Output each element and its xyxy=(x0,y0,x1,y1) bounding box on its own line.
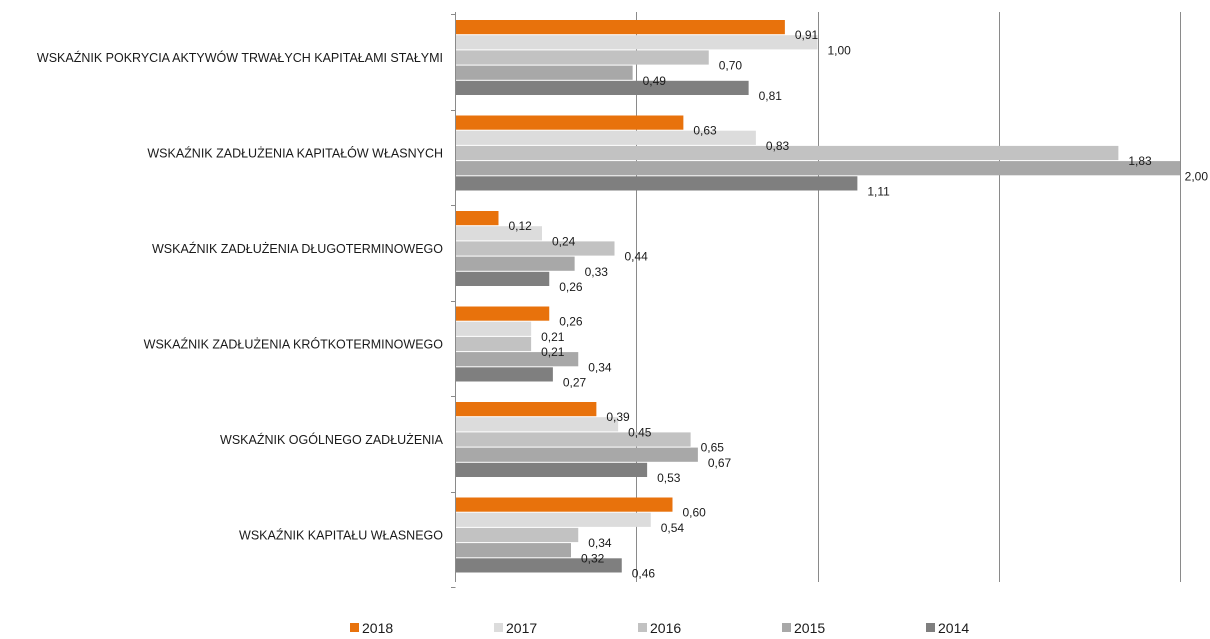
value-label: 0,12 xyxy=(509,219,533,233)
value-label: 1,83 xyxy=(1128,154,1152,168)
value-label: 0,65 xyxy=(701,441,725,455)
value-label: 0,32 xyxy=(581,551,605,565)
bar-2014 xyxy=(456,367,553,382)
bar-2017 xyxy=(456,226,542,241)
legend-swatch xyxy=(350,623,359,632)
bar-2016 xyxy=(456,527,579,543)
value-label: 0,26 xyxy=(559,280,583,294)
legend: 2018 2017 2016 2015 2014 xyxy=(350,620,969,636)
legend-label: 2015 xyxy=(794,620,825,636)
value-label: 0,49 xyxy=(643,74,667,88)
bar-2017 xyxy=(456,417,619,432)
bar-2018 xyxy=(456,211,499,226)
bar-2014 xyxy=(456,80,749,95)
legend-label: 2017 xyxy=(506,620,537,636)
bar-2015 xyxy=(456,543,571,558)
value-label: 1,11 xyxy=(867,185,890,199)
bar-2015 xyxy=(456,352,579,367)
value-label: 0,21 xyxy=(541,330,565,344)
value-labels: 0,91 1,00 0,70 0,49 0,81 0,63 0,83 1,83 2,00 1,11… xyxy=(509,28,1209,580)
bar-2018 xyxy=(456,497,673,512)
bar-2016 xyxy=(456,336,532,352)
bar-2016 xyxy=(456,50,709,65)
bar-2016 xyxy=(456,241,615,256)
bar-2018 xyxy=(456,306,550,321)
value-label: 0,91 xyxy=(795,28,819,42)
bar-2014 xyxy=(456,271,550,286)
value-label: 0,53 xyxy=(657,471,681,485)
bar-2017 xyxy=(456,130,756,145)
value-label: 0,54 xyxy=(661,521,685,535)
value-label: 0,33 xyxy=(585,265,609,279)
value-label: 0,21 xyxy=(541,345,565,359)
bars xyxy=(456,20,1180,573)
legend-swatch xyxy=(926,623,935,632)
value-label: 0,81 xyxy=(759,89,783,103)
value-label: 0,67 xyxy=(708,456,732,470)
value-label: 0,34 xyxy=(588,360,612,374)
legend-swatch xyxy=(782,623,791,632)
bar-2018 xyxy=(456,20,785,35)
category-label: WSKAŹNIK ZADŁUŻENIA KRÓTKOTERMINOWEGO xyxy=(144,337,444,352)
value-label: 0,26 xyxy=(559,315,583,329)
value-label: 0,34 xyxy=(588,536,612,550)
value-label: 0,60 xyxy=(683,506,707,520)
bar-2015 xyxy=(456,256,575,271)
category-label: WSKAŹNIK ZADŁUŻENIA DŁUGOTERMINOWEGO xyxy=(152,241,443,256)
category-labels: WSKAŹNIK POKRYCIA AKTYWÓW TRWAŁYCH KAPIT… xyxy=(37,50,444,543)
legend-item-2016: 2016 xyxy=(638,620,681,636)
value-label: 0,46 xyxy=(632,567,656,581)
legend-item-2018: 2018 xyxy=(350,620,393,636)
bar-2017 xyxy=(456,35,818,50)
value-label: 0,39 xyxy=(606,410,630,424)
category-label: WSKAŹNIK POKRYCIA AKTYWÓW TRWAŁYCH KAPIT… xyxy=(37,50,443,65)
legend-label: 2016 xyxy=(650,620,681,636)
bar-2016 xyxy=(456,432,691,447)
legend-item-2015: 2015 xyxy=(782,620,825,636)
bar-2015 xyxy=(456,65,633,80)
bar-2014 xyxy=(456,176,858,191)
legend-label: 2014 xyxy=(938,620,969,636)
legend-swatch xyxy=(638,623,647,632)
legend-swatch xyxy=(494,623,503,632)
bar-2017 xyxy=(456,321,532,336)
value-label: 0,24 xyxy=(552,234,576,248)
value-label: 2,00 xyxy=(1185,169,1209,183)
value-label: 1,00 xyxy=(828,43,852,57)
bar-2016 xyxy=(456,145,1119,161)
value-label: 0,44 xyxy=(625,250,649,264)
value-label: 0,27 xyxy=(563,376,587,390)
category-label: WSKAŹNIK ZADŁUŻENIA KAPITAŁÓW WŁASNYCH xyxy=(147,146,443,161)
bar-2018 xyxy=(456,402,597,417)
category-label: WSKAŹNIK KAPITAŁU WŁASNEGO xyxy=(239,528,443,543)
legend-item-2014: 2014 xyxy=(926,620,969,636)
bar-2015 xyxy=(456,161,1180,176)
value-label: 0,70 xyxy=(719,59,743,73)
category-label: WSKAŹNIK OGÓLNEGO ZADŁUŻENIA xyxy=(220,432,444,447)
bar-2014 xyxy=(456,558,622,573)
bar-2015 xyxy=(456,447,698,462)
legend-label: 2018 xyxy=(362,620,393,636)
bar-2018 xyxy=(456,115,684,130)
bar-2017 xyxy=(456,512,651,527)
legend-item-2017: 2017 xyxy=(494,620,537,636)
value-label: 0,45 xyxy=(628,425,652,439)
value-label: 0,83 xyxy=(766,139,790,153)
category-axis xyxy=(451,12,456,588)
bar-2014 xyxy=(456,462,648,477)
value-label: 0,63 xyxy=(693,124,717,138)
gridlines xyxy=(636,12,1181,582)
